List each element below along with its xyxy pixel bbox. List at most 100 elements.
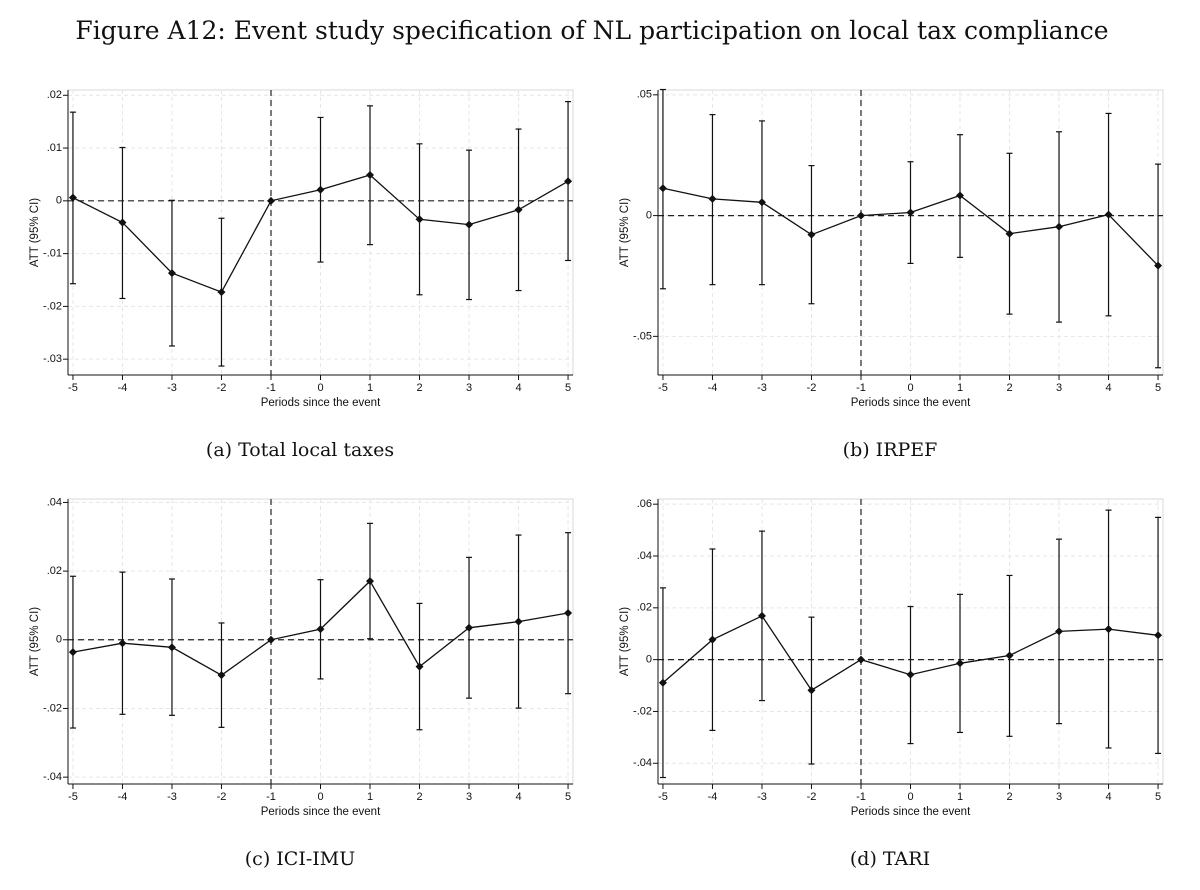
caption-c: (c) ICI-IMU	[244, 848, 356, 870]
caption-a: (a) Total local taxes	[205, 439, 395, 461]
data-point	[658, 184, 667, 193]
x-tick-label: 0	[317, 791, 323, 803]
data-point	[564, 177, 573, 186]
data-point	[514, 205, 523, 214]
chart-svg-d: -.04 -.02 0 .02 .04 .06 -5 -4 -3 -2 -1 0 1 2 3 4 5 Period…	[619, 498, 1164, 818]
x-axis-title: Periods since the event	[851, 397, 971, 409]
x-tick-label: 5	[565, 382, 571, 394]
panel-a: -.03 -.02 -.01 0 .01 .02 -5 -4 -3 -2 -1 0 1 2 3 4 5 Perio…	[0, 85, 600, 470]
x-tick-label: -1	[856, 791, 866, 803]
data-point	[564, 609, 573, 617]
x-tick-label: -4	[118, 382, 128, 394]
x-tick-label: 5	[565, 791, 571, 803]
x-tick-label: -1	[266, 791, 276, 803]
x-tick-label: -4	[708, 382, 718, 394]
x-tick-label: -5	[68, 791, 78, 803]
panel-c: -.04 -.02 0 .02 .04 -5 -4 -3 -2 -1 0 1 2 3 4 5 Periods s…	[0, 494, 600, 879]
x-tick-label: -4	[118, 791, 128, 803]
data-point	[366, 577, 375, 586]
x-tick-label: 3	[1056, 791, 1062, 803]
data-point	[465, 623, 474, 632]
y-tick-label: 0	[56, 195, 62, 207]
data-point	[906, 208, 915, 217]
data-point	[708, 194, 717, 203]
data-point	[658, 678, 667, 687]
data-point	[415, 215, 424, 224]
y-tick-label: -.04	[43, 771, 62, 783]
y-tick-label: .05	[637, 89, 652, 101]
data-point	[1154, 261, 1163, 270]
y-axis-title: ATT (95% CI)	[29, 607, 41, 676]
data-point	[316, 625, 325, 634]
x-tick-label: -2	[217, 382, 227, 394]
data-point	[807, 230, 816, 239]
data-point	[366, 170, 375, 179]
data-point	[856, 211, 865, 220]
data-point	[118, 639, 127, 648]
y-axis-title: ATT (95% CI)	[29, 198, 41, 267]
x-tick-label: 0	[317, 382, 323, 394]
x-tick-label: 4	[1105, 382, 1111, 394]
x-tick-label: -5	[658, 382, 668, 394]
data-point	[708, 635, 717, 644]
y-tick-label: .04	[637, 550, 652, 562]
y-tick-label: -.04	[633, 757, 652, 769]
x-tick-label: 1	[367, 791, 373, 803]
data-point	[757, 611, 766, 620]
caption-b: (b) IRPEF	[842, 439, 938, 461]
data-point	[316, 185, 325, 194]
x-tick-label: -5	[658, 791, 668, 803]
x-tick-label: -3	[167, 382, 177, 394]
x-axis-title: Periods since the event	[851, 806, 971, 818]
x-tick-label: 1	[957, 382, 963, 394]
data-point	[1104, 210, 1113, 219]
data-point	[217, 671, 226, 680]
y-tick-label: 0	[646, 209, 652, 221]
x-tick-label: 1	[957, 791, 963, 803]
y-axis-title: ATT (95% CI)	[619, 607, 631, 676]
y-tick-label: -.01	[43, 248, 62, 260]
panel-d: -.04 -.02 0 .02 .04 .06 -5 -4 -3 -2 -1 0 1 2 3 4 5 Period…	[590, 494, 1190, 879]
y-tick-label: 0	[646, 654, 652, 666]
caption-d: (d) TARI	[849, 848, 931, 870]
data-point	[266, 196, 275, 205]
x-tick-label: 0	[907, 382, 913, 394]
chart-svg-c: -.04 -.02 0 .02 .04 -5 -4 -3 -2 -1 0 1 2 3 4 5 Periods s…	[29, 496, 574, 818]
y-tick-label: -.02	[43, 300, 62, 312]
data-point	[1005, 651, 1014, 660]
data-point	[1005, 229, 1014, 238]
y-tick-label: .02	[637, 602, 652, 614]
data-point	[118, 218, 127, 227]
x-tick-label: -3	[167, 791, 177, 803]
y-tick-label: 0	[56, 634, 62, 646]
data-point	[217, 288, 226, 297]
x-tick-label: 3	[1056, 382, 1062, 394]
data-point	[1154, 631, 1163, 640]
x-axis-title: Periods since the event	[261, 806, 381, 818]
y-tick-label: -.03	[43, 353, 62, 365]
data-point	[1055, 627, 1064, 636]
x-tick-label: 5	[1155, 382, 1161, 394]
x-tick-label: 4	[1105, 791, 1111, 803]
x-tick-label: 2	[1006, 382, 1012, 394]
chart-svg-a: -.03 -.02 -.01 0 .01 .02 -5 -4 -3 -2 -1 0 1 2 3 4 5 Perio…	[29, 89, 574, 409]
x-tick-label: 2	[416, 791, 422, 803]
data-point	[757, 198, 766, 207]
chart-svg-b: -.05 0 .05 -5 -4 -3 -2 -1 0 1 2 3 4 5 Periods since th…	[619, 89, 1164, 409]
x-tick-label: 3	[466, 791, 472, 803]
figure-title: Figure A12: Event study specification of…	[75, 16, 1109, 45]
x-tick-label: -3	[757, 791, 767, 803]
x-tick-label: 2	[1006, 791, 1012, 803]
y-tick-label: -.02	[633, 705, 652, 717]
x-tick-label: -3	[757, 382, 767, 394]
x-tick-label: 3	[466, 382, 472, 394]
x-tick-label: -2	[807, 791, 817, 803]
data-point	[1055, 222, 1064, 231]
x-tick-label: 4	[515, 791, 521, 803]
x-tick-label: 1	[367, 382, 373, 394]
x-axis-title: Periods since the event	[261, 397, 381, 409]
x-tick-label: 2	[416, 382, 422, 394]
data-point	[956, 191, 965, 200]
y-tick-label: -.05	[633, 330, 652, 342]
data-point	[68, 193, 77, 202]
